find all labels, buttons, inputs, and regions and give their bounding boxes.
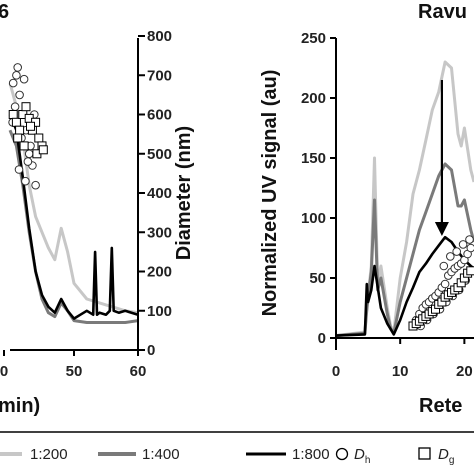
right-point-dh (439, 261, 449, 271)
right-point-dh (440, 279, 450, 289)
left-point-dg (8, 110, 18, 119)
left-y-tick-label: 200 (147, 264, 172, 281)
arrow-head (434, 222, 449, 236)
left-y-tick-label: 700 (147, 67, 172, 84)
left-point-dh (19, 74, 29, 84)
left-y-tick-label: 100 (147, 303, 172, 320)
left-scatter-group (8, 63, 48, 190)
left-point-dg (34, 133, 44, 143)
left-panel: 6 0 100 200 300 400 500 600 700 800 0 50 60 Diamet… (0, 1, 195, 417)
legend-label-dg: Dg (438, 446, 454, 466)
legend-label-1-400: 1:400 (142, 446, 180, 463)
left-point-dh (8, 78, 18, 88)
legend-square-marker (418, 447, 431, 460)
legend-circle-marker (335, 447, 349, 461)
right-y-tick-label: 250 (301, 30, 326, 47)
right-x-tick-label: 20 (456, 363, 473, 380)
left-x-tick-label: 0 (0, 363, 8, 380)
annotation-arrow (434, 80, 449, 236)
legend-label-dg-main: D (438, 446, 449, 463)
left-point-dg (19, 141, 29, 151)
left-x-axis-title: min) (0, 395, 40, 417)
left-point-dh (31, 180, 40, 190)
right-x-tick-label: 10 (392, 363, 409, 380)
right-series-group (335, 60, 474, 338)
left-point-dh (15, 90, 24, 100)
right-y-tick-label: 150 (301, 150, 326, 167)
right-point-dh (452, 247, 462, 256)
left-point-dg (13, 133, 23, 143)
legend-label-dh: Dh (354, 446, 370, 466)
left-point-dh (10, 102, 20, 111)
legend-label-dh-main: D (354, 446, 365, 463)
right-y-axis-title: Normalized UV signal (au) (259, 70, 281, 317)
right-point-dg (466, 266, 474, 276)
left-point-dh (21, 176, 30, 186)
left-series-line-1-200 (8, 82, 139, 315)
right-point-dh (465, 235, 474, 244)
right-series-line-1-400 (335, 162, 474, 338)
legend-label-1-800: 1:800 (292, 446, 330, 463)
right-x-tick-label: 0 (332, 363, 340, 380)
right-y-tick-label: 200 (301, 90, 326, 107)
legend: 1:200 1:400 1:800 Dh Dg (0, 431, 474, 474)
right-point-dh (458, 240, 468, 249)
left-point-dg (26, 121, 35, 131)
left-title: 6 (0, 1, 9, 23)
right-point-dh (446, 252, 455, 261)
left-point-dg (38, 145, 48, 155)
right-point-dh (466, 243, 474, 253)
left-y-tick-label: 500 (147, 146, 172, 163)
left-point-dg (15, 125, 25, 135)
left-y-tick-label: 300 (147, 224, 172, 241)
right-x-axis-title: Rete (419, 395, 462, 417)
left-x-ticks: 0 50 60 (0, 350, 146, 380)
right-y-tick-label: 0 (318, 330, 326, 347)
left-point-dg (11, 117, 21, 127)
right-scatter-group (408, 235, 474, 331)
left-y-axis-title: Diameter (nm) (173, 126, 195, 260)
left-y-tick-label: 800 (147, 28, 172, 45)
right-panel: Ravu 0 50 100 150 200 250 0 10 20 Normalized UV… (259, 1, 474, 417)
left-x-tick-label: 60 (130, 363, 147, 380)
right-title: Ravu (418, 1, 467, 23)
legend-label-dh-sub: h (365, 455, 371, 466)
right-series-line-1-800 (335, 235, 474, 337)
right-x-ticks: 0 10 20 (332, 338, 473, 380)
left-point-dh (12, 71, 21, 80)
left-series-group (8, 82, 139, 324)
legend-box (0, 431, 474, 474)
left-y-ticks: 0 100 200 300 400 500 600 700 800 (138, 28, 172, 359)
left-point-dh (24, 149, 34, 159)
right-y-tick-label: 100 (301, 210, 326, 227)
legend-label-dg-sub: g (449, 455, 455, 466)
right-y-tick-label: 50 (309, 270, 326, 287)
left-x-tick-label: 50 (66, 363, 83, 380)
left-point-dh (14, 165, 24, 174)
left-point-dh (23, 157, 33, 166)
left-y-tick-label: 400 (147, 185, 172, 202)
left-y-tick-label: 0 (147, 342, 155, 359)
left-point-dg (21, 102, 31, 112)
left-series-line-1-800 (8, 114, 139, 320)
left-y-tick-label: 600 (147, 107, 172, 124)
left-point-dh (13, 63, 23, 72)
legend-label-1-200: 1:200 (30, 446, 68, 463)
right-y-ticks: 0 50 100 150 200 250 (301, 30, 336, 347)
